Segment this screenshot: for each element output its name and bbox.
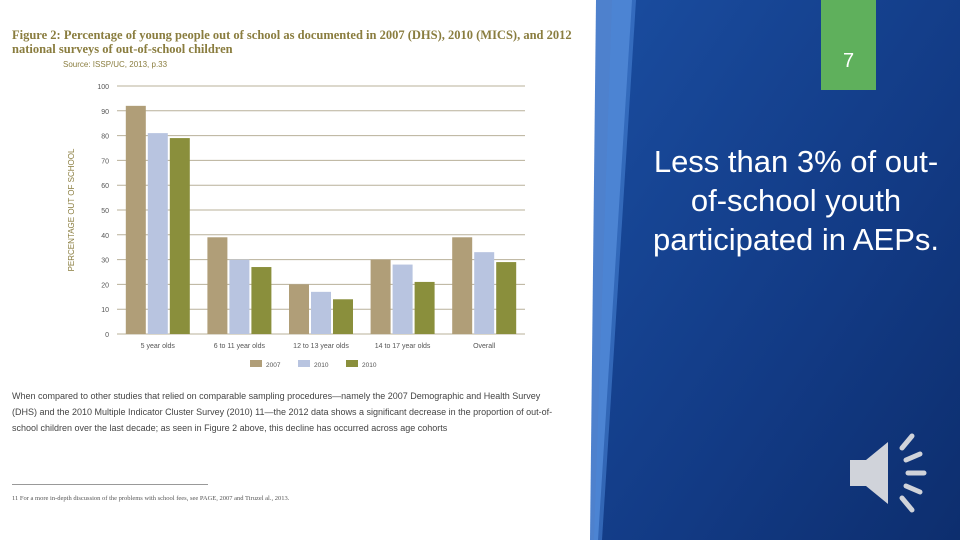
y-tick-label: 30	[101, 258, 109, 265]
page-number-box	[821, 0, 876, 90]
legend-swatch	[298, 360, 310, 367]
x-tick-label: 6 to 11 year olds	[214, 343, 266, 350]
bar	[147, 133, 168, 334]
bar	[311, 291, 331, 334]
bar	[251, 267, 272, 334]
bar	[125, 105, 146, 334]
legend-label: 2007	[266, 362, 281, 369]
legend-label: 2010	[362, 362, 377, 369]
bar	[452, 237, 473, 334]
y-tick-label: 40	[101, 233, 109, 240]
y-tick-label: 20	[101, 282, 109, 289]
bar-chart: 0 10 20 30 40 50 60 70 80 90 100 PERCENTAGE OUT OF …	[67, 84, 525, 369]
x-tick-label: Overall	[473, 343, 496, 350]
footnote: 11 For a more in-depth discussion of the…	[12, 495, 290, 502]
slide-main-text: Less than 3% of out-of-school youth part…	[652, 144, 940, 257]
y-tick-label: 10	[101, 307, 109, 314]
figure-title-label: Figure 2:	[12, 28, 61, 42]
x-tick-label: 12 to 13 year olds	[293, 343, 349, 350]
bar	[392, 264, 413, 334]
y-tick-label: 50	[101, 208, 109, 215]
y-tick-label: 80	[101, 134, 109, 141]
bar	[289, 284, 309, 334]
bar	[169, 138, 190, 334]
speaker-icon[interactable]	[844, 430, 934, 516]
legend-swatch	[346, 360, 358, 367]
y-tick-label: 90	[101, 109, 109, 116]
bar	[370, 259, 391, 334]
bar	[229, 259, 250, 334]
bar	[474, 252, 495, 334]
bar	[207, 237, 228, 334]
bar	[496, 262, 517, 334]
y-tick-label: 0	[105, 332, 109, 339]
y-tick-label: 70	[101, 158, 109, 165]
legend-swatch	[250, 360, 262, 367]
figure-title-text: Percentage of young people out of school…	[12, 28, 572, 56]
figure-caption: When compared to other studies that reli…	[12, 391, 553, 433]
x-tick-label: 14 to 17 year olds	[375, 343, 431, 350]
footnote-divider	[12, 484, 208, 485]
y-axis-label: PERCENTAGE OUT OF SCHOOL	[67, 148, 76, 271]
y-tick-label: 100	[97, 84, 109, 91]
legend-label: 2010	[314, 362, 329, 369]
bar	[414, 281, 435, 334]
x-tick-label: 5 year olds	[141, 343, 176, 350]
figure-source: Source: ISSP/UC, 2013, p.33	[63, 60, 168, 69]
bar	[333, 299, 353, 334]
figure-area: Figure 2: Percentage of young people out…	[12, 28, 572, 502]
figure-title: Figure 2: Percentage of young people out…	[12, 28, 572, 56]
page-number: 7	[842, 50, 855, 72]
y-tick-label: 60	[101, 183, 109, 190]
